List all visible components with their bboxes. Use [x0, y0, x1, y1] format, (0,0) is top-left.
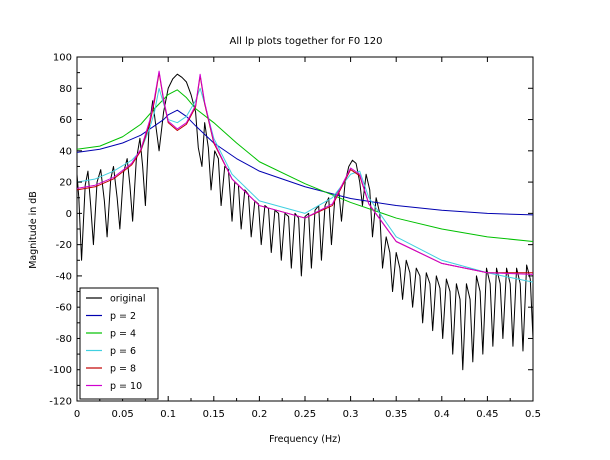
y-tick-label: 40 — [59, 146, 72, 157]
x-tick-label: 0.5 — [525, 409, 541, 420]
x-tick-label: 0.45 — [476, 409, 498, 420]
y-tick-label: 60 — [59, 115, 72, 126]
y-tick-label: 0 — [66, 209, 72, 220]
x-tick-label: 0.4 — [434, 409, 450, 420]
x-tick-label: 0.15 — [203, 409, 225, 420]
y-tick-label: -100 — [49, 365, 72, 376]
series-line-3 — [77, 87, 533, 283]
x-tick-label: 0.05 — [111, 409, 133, 420]
legend-label: p = 10 — [110, 381, 142, 392]
y-tick-label: -80 — [56, 334, 72, 345]
y-tick-label: -40 — [56, 271, 72, 282]
legend-box — [79, 287, 159, 400]
x-axis: 0 0.05 0.1 0.15 0.2 0.25 0.3 0.35 0.4 0.45 0.5 — [74, 57, 541, 420]
y-tick-label: -60 — [56, 303, 72, 314]
y-axis-label: Magnitude in dB — [28, 191, 39, 269]
x-tick-label: 0.2 — [251, 409, 267, 420]
series-line-2 — [77, 89, 533, 243]
x-tick-label: 0 — [74, 409, 80, 420]
x-tick-label: 0.3 — [343, 409, 359, 420]
y-tick-label: -120 — [49, 397, 72, 408]
y-tick-label: 100 — [53, 53, 72, 64]
y-tick-label: -20 — [56, 240, 72, 251]
series-line-0 — [77, 73, 533, 371]
series-line-4 — [77, 72, 533, 274]
legend-label: p = 8 — [110, 364, 136, 375]
chart-title: All lp plots together for F0 120 — [230, 36, 383, 47]
x-axis-label: Frequency (Hz) — [269, 434, 341, 445]
legend-label: p = 6 — [110, 346, 136, 357]
legend: original p = 2 p = 4 p = 6 p = 8 p = 10 — [79, 287, 159, 400]
x-tick-label: 0.25 — [294, 409, 316, 420]
y-tick-label: 20 — [59, 178, 72, 189]
y-axis: 100 80 60 40 20 0 -20 -40 -60 -80 -100 -120 — [49, 53, 533, 408]
x-tick-label: 0.1 — [160, 409, 176, 420]
series-line-5 — [77, 70, 533, 275]
y-tick-label: 80 — [59, 84, 72, 95]
legend-label: original — [110, 294, 146, 305]
series-line-1 — [77, 109, 533, 216]
x-tick-label: 0.35 — [385, 409, 407, 420]
legend-label: p = 2 — [110, 311, 136, 322]
legend-label: p = 4 — [110, 329, 136, 340]
